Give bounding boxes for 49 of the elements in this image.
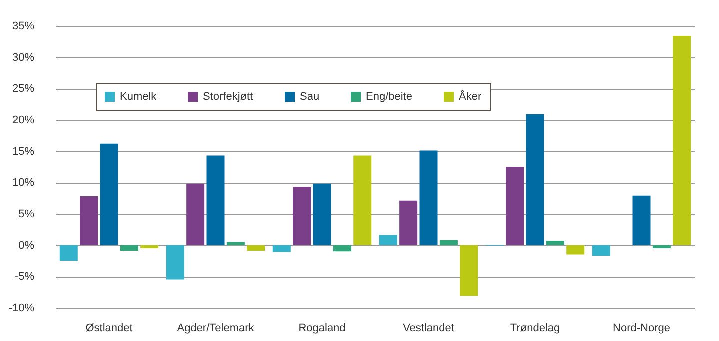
bar [60,245,78,261]
y-tick-label: 30% [12,52,35,64]
bar [186,184,205,246]
x-tick-label: Vestlandet [403,322,454,334]
x-tick-label: Nord-Norge [613,322,670,334]
bar [206,156,225,246]
legend-label: Sau [300,91,320,103]
bar [632,196,651,246]
y-tick-label: -5% [14,271,35,284]
bar [226,242,245,246]
bar [526,114,544,246]
bar [400,200,418,246]
bar [293,187,312,246]
x-tick-label: Østlandet [86,322,133,334]
bar [120,245,138,251]
bar [546,240,564,246]
y-tick-label: 0% [18,240,35,252]
legend-label: Storfekjøtt [203,91,254,103]
bar [420,150,438,246]
bar [652,245,671,248]
bar [379,235,398,246]
x-tick-label: Agder/Telemark [177,322,255,334]
bar [166,245,184,280]
bar [354,156,372,246]
y-tick-label: 10% [12,177,35,190]
bar [313,184,332,246]
y-tick-label: 25% [12,83,35,96]
bar [272,245,291,252]
bar [592,245,610,256]
bar [460,245,478,296]
bar [673,36,692,246]
bar [506,167,524,246]
bar [247,245,266,251]
legend-label: Kumelk [120,91,158,103]
bar [140,245,159,248]
bar [100,144,118,246]
y-tick-label: 35% [12,20,35,32]
y-tick-label: 20% [12,114,35,126]
legend-label: Åker [459,90,482,103]
bar [566,245,585,255]
x-tick-label: Rogaland [298,322,346,334]
x-tick-label: Trøndelag [510,322,560,334]
y-tick-label: 15% [12,146,35,158]
bar [333,245,352,252]
bar [80,196,98,246]
bar [440,240,458,246]
y-tick-label: 5% [18,208,35,220]
y-tick-label: -10% [8,302,35,314]
legend-label: Eng/beite [366,91,412,103]
